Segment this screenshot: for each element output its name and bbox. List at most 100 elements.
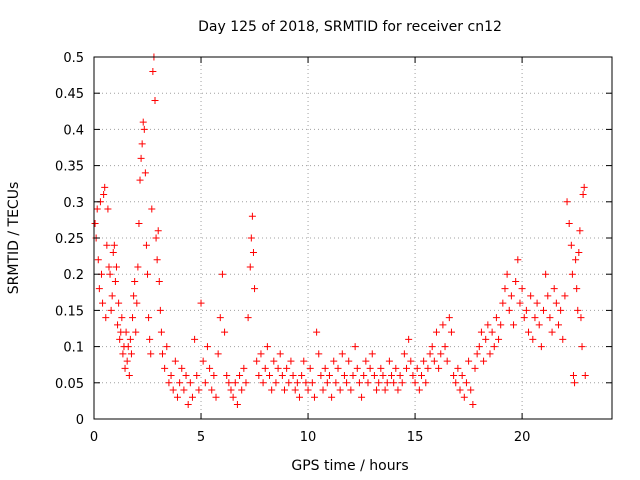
data-point: [221, 328, 229, 336]
data-point: [577, 314, 585, 322]
data-point: [153, 256, 161, 264]
data-point: [146, 335, 154, 343]
data-point: [93, 205, 101, 213]
data-point: [535, 321, 543, 329]
data-point: [173, 393, 181, 401]
data-point: [360, 372, 368, 380]
data-point: [148, 205, 156, 213]
y-tick-label: 0.3: [63, 196, 84, 211]
data-point: [231, 379, 239, 387]
data-point: [171, 357, 179, 365]
data-point: [409, 372, 417, 380]
data-point: [157, 328, 165, 336]
data-point: [147, 350, 155, 358]
data-point: [533, 299, 541, 307]
data-point: [465, 357, 473, 365]
data-point: [368, 350, 376, 358]
data-point: [505, 306, 513, 314]
data-point: [308, 379, 316, 387]
data-point: [315, 350, 323, 358]
data-point: [411, 379, 419, 387]
data-point: [375, 379, 383, 387]
data-point: [302, 379, 310, 387]
data-point: [135, 220, 143, 228]
data-point: [559, 335, 567, 343]
data-point: [191, 335, 199, 343]
x-tick-label: 10: [300, 430, 317, 445]
data-point: [199, 357, 207, 365]
data-point: [398, 379, 406, 387]
data-point: [323, 379, 331, 387]
data-point: [355, 379, 363, 387]
data-point: [424, 364, 432, 372]
data-point: [195, 386, 203, 394]
y-tick-label: 0.25: [55, 232, 84, 247]
data-point: [152, 234, 160, 242]
data-point: [223, 372, 231, 380]
data-point: [495, 335, 503, 343]
data-point: [544, 292, 552, 300]
data-point: [206, 364, 214, 372]
data-point: [124, 343, 132, 351]
data-point: [460, 393, 468, 401]
data-point: [227, 386, 235, 394]
data-point: [208, 386, 216, 394]
data-point: [392, 364, 400, 372]
data-point: [259, 379, 267, 387]
data-point: [415, 386, 423, 394]
data-point: [188, 393, 196, 401]
data-point: [317, 372, 325, 380]
data-point: [291, 386, 299, 394]
data-point: [270, 357, 278, 365]
data-point: [452, 379, 460, 387]
data-point: [99, 299, 107, 307]
data-point: [158, 350, 166, 358]
data-point: [573, 285, 581, 293]
data-point: [336, 386, 344, 394]
data-point: [95, 285, 103, 293]
data-point: [492, 314, 500, 322]
data-point: [407, 357, 415, 365]
data-point: [525, 328, 533, 336]
x-tick-label: 0: [90, 430, 98, 445]
data-point: [281, 386, 289, 394]
data-point: [351, 343, 359, 351]
data-point: [119, 350, 127, 358]
data-point: [125, 372, 133, 380]
data-point: [123, 357, 131, 365]
data-point: [531, 314, 539, 322]
data-point: [319, 386, 327, 394]
data-point: [165, 379, 173, 387]
data-point: [139, 118, 147, 126]
data-point: [121, 364, 129, 372]
data-point: [499, 299, 507, 307]
data-point: [178, 364, 186, 372]
data-point: [514, 256, 522, 264]
data-point: [503, 270, 511, 278]
x-tick-label: 20: [514, 430, 531, 445]
data-point: [405, 335, 413, 343]
data-point: [569, 372, 577, 380]
data-point: [251, 285, 259, 293]
data-point: [110, 241, 118, 249]
data-point: [580, 183, 588, 191]
data-point: [353, 364, 361, 372]
grid-lines: [94, 57, 612, 419]
data-point: [362, 357, 370, 365]
data-point: [236, 372, 244, 380]
data-point: [462, 379, 470, 387]
data-point: [467, 386, 475, 394]
data-point: [263, 343, 271, 351]
data-point: [542, 270, 550, 278]
data-point: [358, 393, 366, 401]
data-point: [310, 393, 318, 401]
data-point: [253, 357, 261, 365]
data-point: [507, 292, 515, 300]
data-point: [257, 350, 265, 358]
data-point: [501, 285, 509, 293]
data-point: [114, 321, 122, 329]
data-point: [304, 386, 312, 394]
data-point: [216, 314, 224, 322]
data-point: [107, 306, 115, 314]
